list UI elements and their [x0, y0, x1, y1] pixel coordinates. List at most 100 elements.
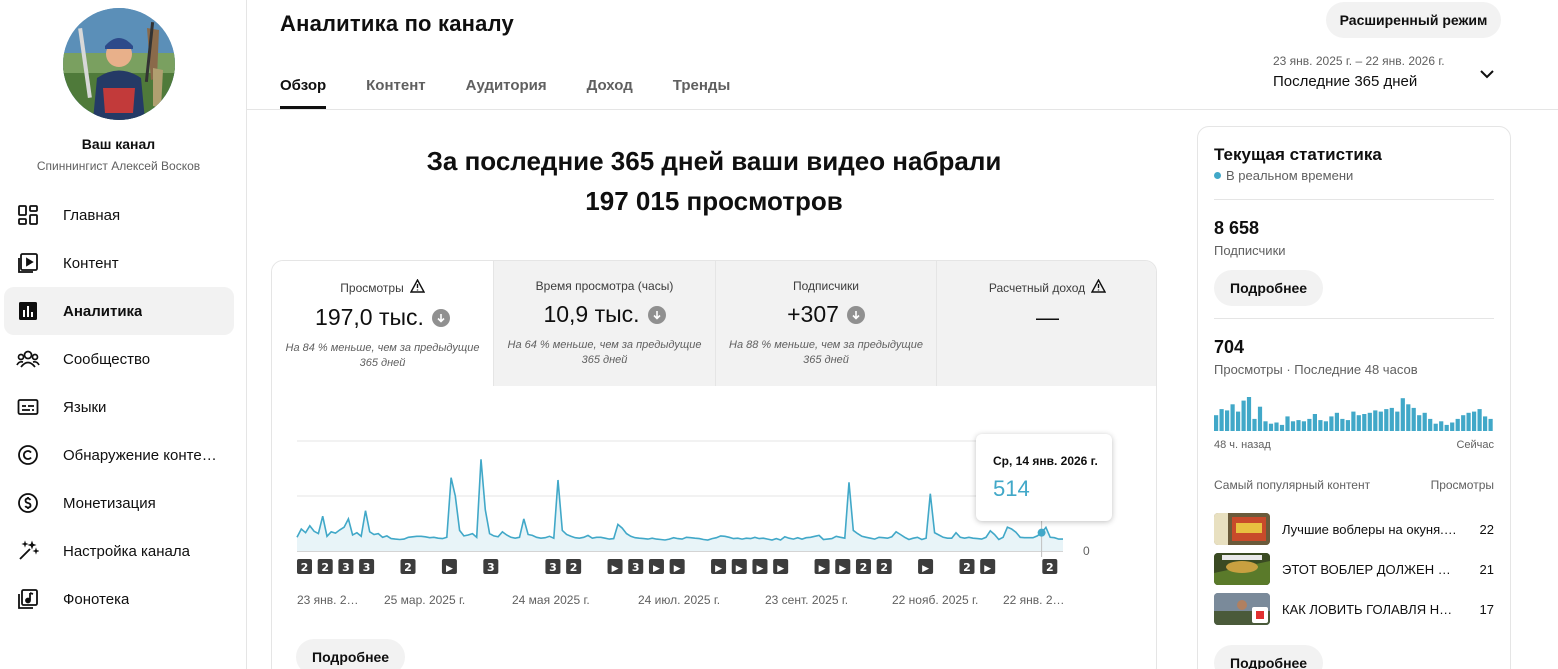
mini-bar: [1433, 423, 1438, 431]
metric-value: 197,0 тыс.: [315, 304, 424, 330]
sidebar-item-customization[interactable]: Настройка канала: [4, 527, 234, 575]
chevron-down-icon[interactable]: [1478, 65, 1496, 83]
mini-bar: [1356, 415, 1361, 431]
video-marker[interactable]: ▶: [441, 559, 457, 574]
svg-text:▶: ▶: [715, 564, 722, 574]
customization-icon: [16, 539, 40, 563]
svg-text:2: 2: [570, 561, 578, 574]
video-marker[interactable]: 2: [297, 559, 312, 574]
data-point: [1037, 528, 1046, 537]
top-video-item[interactable]: Лучшие воблеры на окуня. Честный обзор 2…: [1214, 513, 1494, 545]
video-marker[interactable]: 2: [317, 559, 333, 574]
metric-revenue[interactable]: Расчетный доход —: [936, 261, 1156, 386]
video-marker[interactable]: 3: [359, 559, 375, 574]
sidebar-item-community[interactable]: Сообщество: [4, 335, 234, 383]
mini-bar: [1472, 411, 1477, 431]
video-marker[interactable]: ▶: [711, 559, 727, 574]
video-marker[interactable]: ▶: [814, 559, 830, 574]
warning-icon: [409, 278, 425, 296]
svg-text:3: 3: [363, 561, 371, 574]
svg-text:▶: ▶: [922, 564, 929, 574]
realtime-title: Текущая статистика: [1214, 145, 1382, 164]
top-video-item[interactable]: КАК ЛОВИТЬ ГОЛАВЛЯ НА ВОБЛЕРЫ 17: [1214, 593, 1494, 625]
channel-avatar[interactable]: [63, 8, 175, 120]
video-marker[interactable]: 3: [483, 559, 499, 574]
tab-revenue[interactable]: Доход: [586, 77, 633, 94]
video-marker[interactable]: ▶: [669, 559, 685, 574]
tab-content[interactable]: Контент: [366, 77, 426, 94]
svg-text:2: 2: [880, 561, 888, 574]
subscribers-more-button[interactable]: Подробнее: [1214, 270, 1324, 306]
mini-bar: [1477, 409, 1482, 431]
realtime-more-button[interactable]: Подробнее: [1214, 645, 1324, 669]
mini-bar: [1367, 412, 1372, 431]
sidebar-item-dashboard[interactable]: Главная: [4, 191, 234, 239]
mini-axis-right: Сейчас: [1456, 439, 1494, 451]
views-48h-bar-chart[interactable]: [1214, 395, 1494, 431]
metric-views[interactable]: Просмотры 197,0 тыс. На 84 % меньше, чем…: [272, 261, 493, 386]
mini-bar: [1263, 421, 1268, 431]
sidebar-item-monetization[interactable]: Монетизация: [4, 479, 234, 527]
video-title: ЭТОТ ВОБЛЕР ДОЛЖЕН БЫТЬ У КАЖДОГО: [1282, 561, 1458, 577]
video-marker[interactable]: ▶: [731, 559, 747, 574]
sidebar-item-label: Настройка канала: [63, 542, 190, 560]
video-marker[interactable]: 2: [1042, 559, 1058, 574]
metric-watch-time[interactable]: Время просмотра (часы) 10,9 тыс. На 64 %…: [493, 261, 715, 386]
mini-bar: [1345, 420, 1350, 431]
summary-line-2: 197 015 просмотров: [585, 186, 843, 216]
x-tick-label: 25 мар. 2025 г.: [384, 593, 465, 607]
sidebar-item-copyright[interactable]: Обнаружение контен…: [4, 431, 234, 479]
video-marker[interactable]: 3: [628, 559, 644, 574]
x-tick-label: 23 сент. 2025 г.: [765, 593, 848, 607]
svg-text:▶: ▶: [736, 564, 743, 574]
svg-text:▶: ▶: [674, 564, 681, 574]
mini-bar: [1439, 421, 1444, 431]
sidebar-item-label: Главная: [63, 206, 121, 224]
video-marker[interactable]: 3: [545, 559, 561, 574]
sidebar-item-audio-library[interactable]: Фонотека: [4, 575, 234, 623]
svg-text:2: 2: [301, 561, 309, 574]
mini-bar: [1406, 404, 1411, 431]
video-marker[interactable]: 2: [566, 559, 582, 574]
sidebar-item-analytics[interactable]: Аналитика: [4, 287, 234, 335]
metric-note: На 88 % меньше, чем за предыдущие 365 дн…: [729, 339, 923, 366]
mini-bar: [1488, 418, 1493, 431]
overview-more-button[interactable]: Подробнее: [296, 639, 406, 669]
community-icon: [16, 347, 40, 371]
mini-bar: [1241, 400, 1246, 431]
summary-line-1: За последние 365 дней ваши видео набрали: [426, 146, 1002, 176]
video-marker[interactable]: 2: [959, 559, 975, 574]
video-marker[interactable]: 3: [338, 559, 354, 574]
video-marker[interactable]: ▶: [918, 559, 934, 574]
sidebar-item-content[interactable]: Контент: [4, 239, 234, 287]
advanced-mode-button[interactable]: Расширенный режим: [1326, 2, 1501, 38]
sidebar-item-label: Сообщество: [63, 350, 151, 368]
views-line-chart[interactable]: 02 2 3 3 2 ▶ 3 3 2 ▶ 3 ▶ ▶ ▶ ▶ ▶ ▶ ▶ ▶ 2 2 ▶ 2 ▶ 223 янв. 2… 25 м…: [272, 386, 1157, 646]
mini-bar: [1236, 411, 1241, 431]
tab-overview[interactable]: Обзор: [280, 60, 327, 109]
tooltip-date: Ср, 14 янв. 2026 г.: [993, 454, 1098, 468]
mini-bar: [1230, 404, 1235, 431]
top-video-item[interactable]: ЭТОТ ВОБЛЕР ДОЛЖЕН БЫТЬ У КАЖДОГО 21: [1214, 553, 1494, 585]
video-marker[interactable]: ▶: [648, 559, 664, 574]
video-marker[interactable]: ▶: [607, 559, 623, 574]
metric-subscribers[interactable]: Подписчики +307 На 88 % меньше, чем за п…: [715, 261, 936, 386]
svg-text:▶: ▶: [612, 564, 619, 574]
video-marker[interactable]: ▶: [773, 559, 789, 574]
period-selector[interactable]: Последние 365 дней: [1273, 73, 1418, 90]
mini-bar: [1257, 406, 1263, 431]
metric-value: 10,9 тыс.: [543, 301, 640, 327]
video-marker[interactable]: ▶: [980, 559, 996, 574]
tab-trends[interactable]: Тренды: [672, 77, 731, 94]
video-marker[interactable]: 2: [876, 559, 892, 574]
video-marker[interactable]: ▶: [752, 559, 768, 574]
video-marker[interactable]: ▶: [835, 559, 851, 574]
tab-audience[interactable]: Аудитория: [465, 77, 547, 94]
svg-text:3: 3: [342, 561, 350, 574]
sidebar-item-label: Языки: [63, 398, 107, 416]
video-marker[interactable]: 2: [855, 559, 871, 574]
mini-bar: [1395, 411, 1400, 431]
video-marker[interactable]: 2: [400, 559, 416, 574]
sidebar-item-subtitles[interactable]: Языки: [4, 383, 234, 431]
metric-label: Время просмотра (часы): [535, 279, 674, 293]
